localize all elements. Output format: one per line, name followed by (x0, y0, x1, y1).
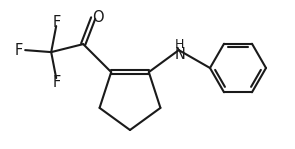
Text: F: F (53, 75, 61, 90)
Text: F: F (15, 43, 23, 58)
Text: O: O (92, 10, 104, 25)
Text: N: N (174, 47, 185, 62)
Text: H: H (175, 38, 184, 51)
Text: F: F (53, 15, 61, 30)
